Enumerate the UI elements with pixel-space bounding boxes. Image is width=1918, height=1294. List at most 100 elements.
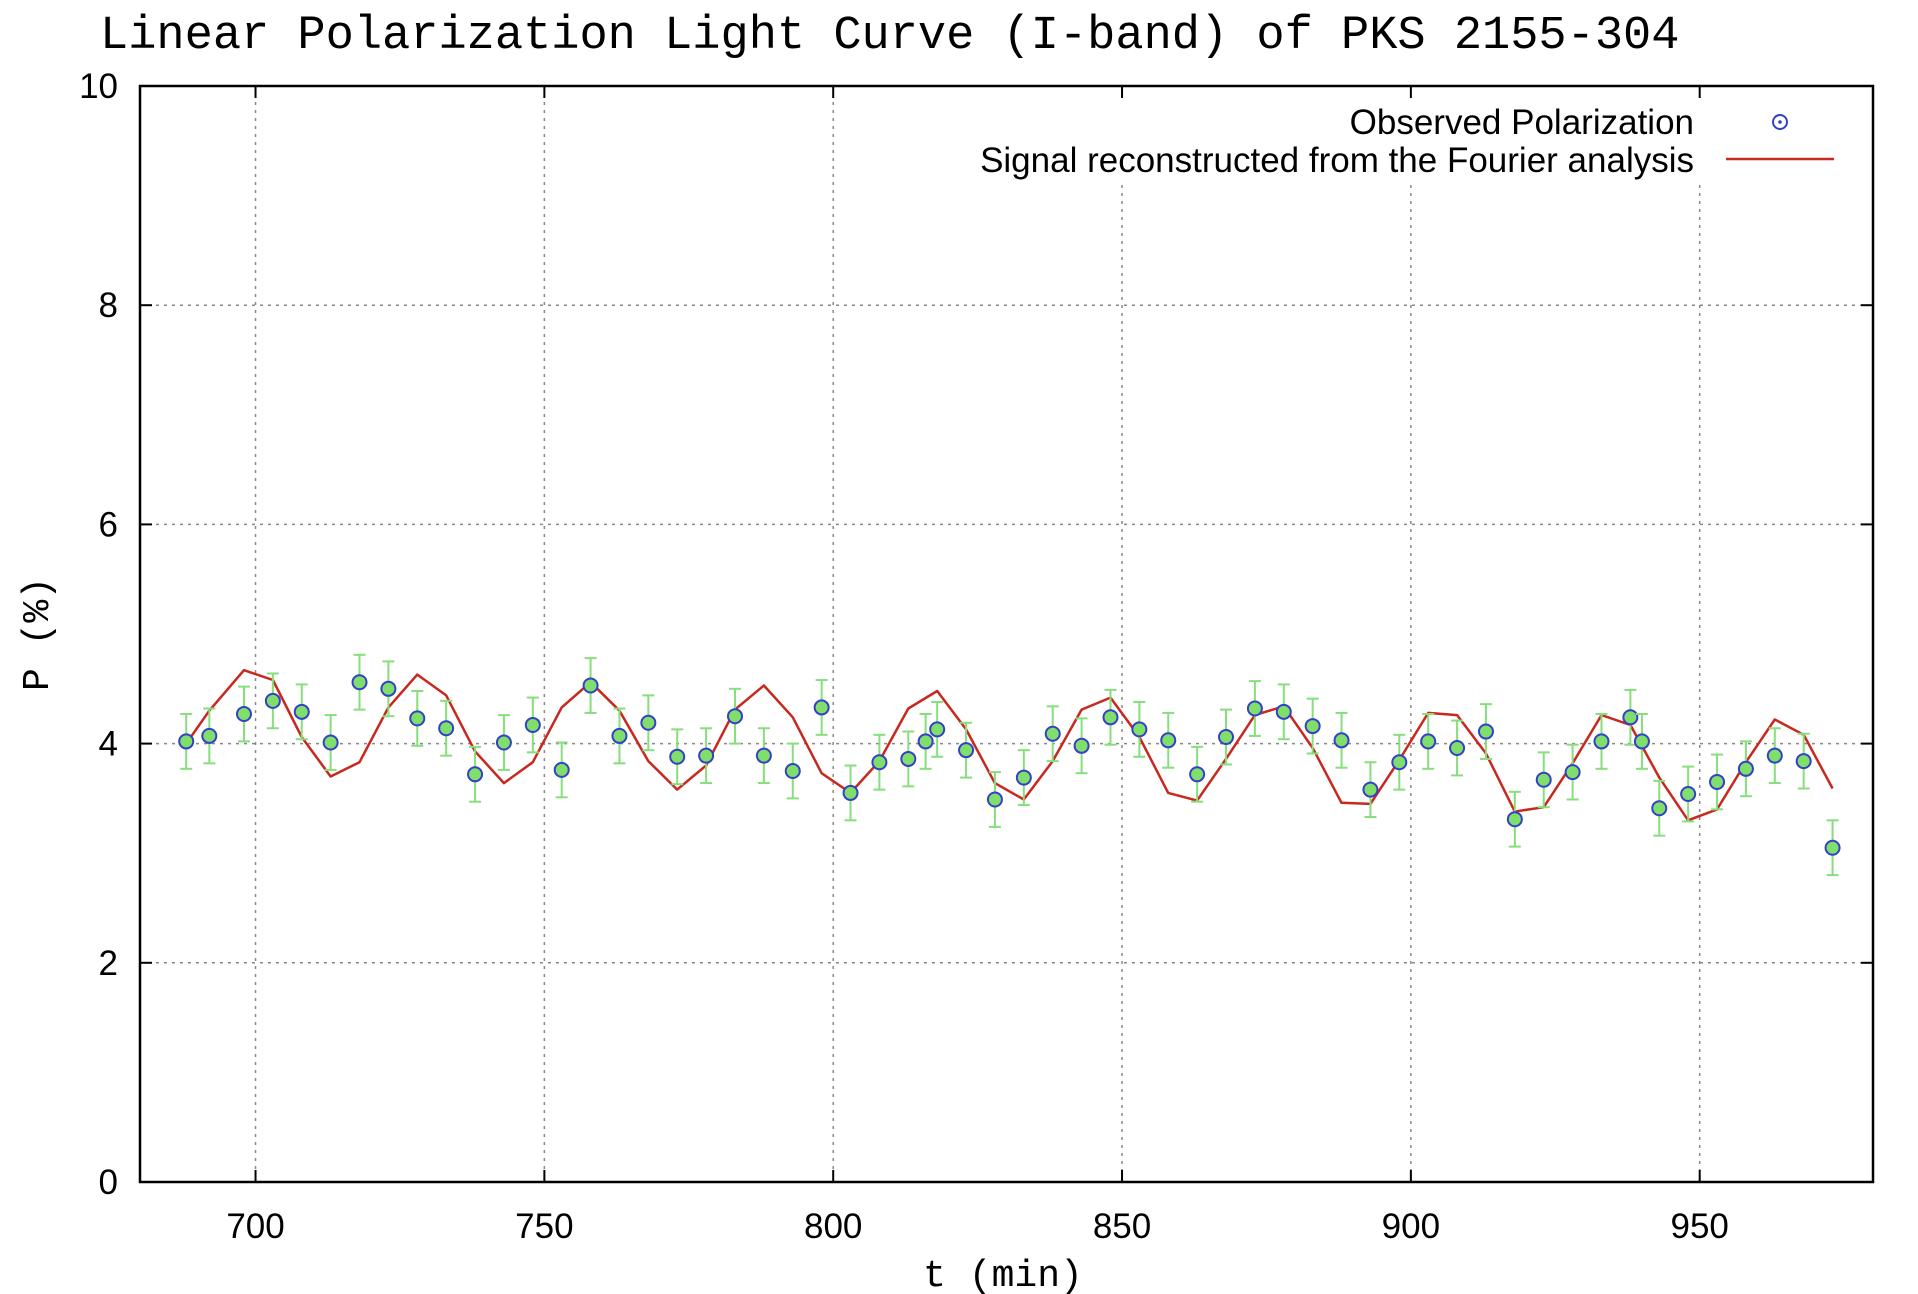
observed-point-marker bbox=[958, 742, 975, 759]
observed-point-marker bbox=[1073, 737, 1090, 754]
y-tick-label: 6 bbox=[99, 505, 118, 544]
data-point bbox=[1622, 688, 1639, 746]
observed-point-marker bbox=[1391, 754, 1408, 771]
x-axis-label: t (min) bbox=[923, 1255, 1083, 1294]
observed-point-marker bbox=[986, 791, 1003, 808]
data-point bbox=[1246, 680, 1263, 737]
data-point bbox=[1506, 790, 1523, 848]
data-point bbox=[1593, 713, 1610, 770]
observed-point-marker bbox=[1737, 760, 1754, 777]
observed-point-marker bbox=[1564, 764, 1581, 781]
data-point bbox=[1680, 765, 1697, 823]
observed-point-marker bbox=[726, 708, 743, 725]
data-point bbox=[380, 660, 397, 718]
data-point bbox=[264, 672, 281, 730]
observed-point-marker bbox=[1680, 786, 1697, 803]
data-point bbox=[1275, 683, 1292, 741]
data-point bbox=[871, 733, 888, 791]
observed-point-marker bbox=[1189, 766, 1206, 783]
x-tick-label: 750 bbox=[515, 1207, 573, 1246]
observed-point-marker bbox=[929, 721, 946, 738]
data-point bbox=[1333, 711, 1350, 769]
data-point bbox=[409, 689, 426, 747]
data-point bbox=[726, 687, 743, 745]
data-point bbox=[1449, 719, 1466, 777]
observed-point-marker bbox=[784, 763, 801, 779]
data-point bbox=[1073, 717, 1090, 775]
reconstructed-signal-line bbox=[185, 668, 1834, 822]
data-point bbox=[1218, 708, 1235, 766]
reconstructed-signal-series bbox=[185, 668, 1834, 822]
observed-point-marker bbox=[1362, 781, 1379, 798]
legend-marker-observed-dot bbox=[1778, 120, 1782, 124]
observed-point-marker bbox=[524, 716, 541, 733]
observed-point-marker bbox=[1246, 700, 1263, 717]
observed-point-marker bbox=[842, 784, 859, 801]
observed-point-marker bbox=[235, 706, 252, 723]
observed-point-marker bbox=[1218, 729, 1235, 746]
data-point bbox=[1795, 732, 1812, 790]
y-tick-label: 10 bbox=[79, 67, 118, 106]
observed-point-marker bbox=[611, 727, 628, 744]
data-point bbox=[986, 771, 1003, 828]
data-point bbox=[322, 714, 339, 771]
legend-label-observed: Observed Polarization bbox=[1350, 103, 1694, 142]
observed-point-marker bbox=[1633, 733, 1650, 750]
observed-point-marker bbox=[1766, 747, 1783, 764]
data-point bbox=[201, 707, 218, 765]
data-point bbox=[755, 727, 772, 785]
data-point bbox=[640, 694, 657, 752]
observed-point-marker bbox=[409, 710, 426, 727]
observed-point-marker bbox=[1593, 733, 1610, 750]
observed-point-marker bbox=[351, 674, 368, 691]
data-point bbox=[1535, 751, 1552, 809]
y-tick-label: 4 bbox=[99, 725, 118, 764]
observed-point-marker bbox=[178, 733, 195, 750]
x-tick-label: 800 bbox=[804, 1207, 862, 1246]
data-point bbox=[611, 707, 628, 765]
data-point bbox=[235, 685, 252, 743]
legend-label-reconstructed: Signal reconstructed from the Fourier an… bbox=[980, 141, 1694, 180]
observed-point-marker bbox=[438, 720, 455, 737]
data-point bbox=[582, 657, 599, 714]
observed-point-marker bbox=[264, 692, 281, 709]
data-point bbox=[178, 713, 195, 770]
observed-point-marker bbox=[900, 750, 917, 767]
observed-point-marker bbox=[871, 754, 888, 771]
observed-point-marker bbox=[495, 734, 512, 751]
data-point bbox=[495, 714, 512, 771]
observed-point-marker bbox=[1131, 721, 1148, 738]
observed-point-marker bbox=[1795, 753, 1812, 770]
observed-point-marker bbox=[1304, 718, 1321, 735]
y-tick-label: 0 bbox=[99, 1163, 118, 1202]
y-axis-label: P (%) bbox=[17, 577, 60, 691]
observed-point-marker bbox=[1102, 709, 1119, 726]
observed-point-marker bbox=[1535, 771, 1552, 788]
observed-point-marker bbox=[1622, 709, 1639, 726]
chart-title: Linear Polarization Light Curve (I-band)… bbox=[100, 10, 1679, 63]
observed-point-marker bbox=[669, 748, 686, 765]
observed-point-marker bbox=[640, 714, 657, 731]
y-tick-label: 2 bbox=[99, 944, 118, 983]
data-point bbox=[1362, 761, 1379, 819]
observed-point-marker bbox=[1506, 811, 1523, 828]
data-point bbox=[1709, 753, 1726, 811]
observed-point-marker bbox=[917, 733, 934, 750]
observed-point-marker bbox=[582, 677, 599, 694]
observed-point-marker bbox=[1824, 839, 1841, 856]
observed-point-marker bbox=[1015, 769, 1032, 786]
observed-point-marker bbox=[1160, 732, 1177, 749]
data-point bbox=[929, 700, 946, 758]
observed-point-marker bbox=[1333, 732, 1350, 749]
data-point bbox=[1160, 711, 1177, 769]
observed-point-marker bbox=[293, 703, 310, 720]
data-point bbox=[467, 745, 484, 803]
data-point bbox=[1015, 749, 1032, 806]
observed-point-marker bbox=[322, 734, 339, 751]
observed-point-marker bbox=[1709, 773, 1726, 790]
x-tick-label: 850 bbox=[1093, 1207, 1151, 1246]
legend: Observed Polarization Signal reconstruct… bbox=[980, 103, 1834, 180]
data-point bbox=[1391, 733, 1408, 791]
observed-point-marker bbox=[1651, 800, 1668, 817]
